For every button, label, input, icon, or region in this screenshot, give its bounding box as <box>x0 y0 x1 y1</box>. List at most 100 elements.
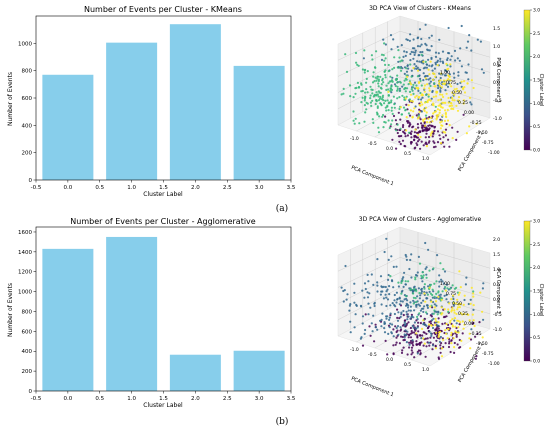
data-point <box>435 328 438 331</box>
data-point <box>415 84 418 87</box>
data-point <box>372 75 375 78</box>
data-point <box>377 99 380 102</box>
data-point <box>405 313 408 316</box>
data-point <box>413 139 416 142</box>
data-point <box>406 108 409 111</box>
z-tick-label: 1.5 <box>493 252 500 258</box>
y-tick-label: 0.25 <box>458 311 468 317</box>
data-point <box>392 286 395 289</box>
bar <box>106 236 158 391</box>
data-point <box>458 59 461 62</box>
data-point <box>421 50 424 54</box>
data-point <box>401 67 404 70</box>
data-point <box>415 343 418 346</box>
data-point <box>398 140 401 143</box>
data-point <box>440 355 444 358</box>
data-point <box>401 324 405 327</box>
data-point <box>461 332 464 335</box>
data-point <box>434 55 438 59</box>
data-point <box>414 278 417 281</box>
data-point <box>405 295 408 298</box>
data-point <box>433 295 436 298</box>
data-point <box>423 90 426 93</box>
data-point <box>433 67 436 70</box>
colorbar-tick-label: 2.5 <box>533 31 540 37</box>
data-point <box>369 101 372 104</box>
data-point <box>387 119 390 122</box>
data-point <box>343 289 346 292</box>
z-tick-label: 0.0 <box>493 80 500 86</box>
data-point <box>446 328 450 331</box>
grid-line <box>356 97 419 132</box>
data-point <box>414 297 417 300</box>
data-point <box>439 90 442 93</box>
y-tick-label: 600 <box>22 329 33 335</box>
grid-line <box>337 257 401 288</box>
data-point <box>375 111 379 114</box>
data-point <box>458 90 461 93</box>
y-tick-label: 0.75 <box>446 291 456 297</box>
colorbar <box>523 9 531 151</box>
data-point <box>391 323 394 326</box>
data-point <box>428 124 431 127</box>
data-point <box>385 315 388 318</box>
data-point <box>410 69 413 72</box>
data-point <box>412 344 415 347</box>
data-point <box>387 70 390 73</box>
data-point <box>444 82 447 85</box>
data-point <box>404 280 407 283</box>
data-point <box>422 344 425 347</box>
data-point <box>405 129 408 132</box>
bar-chart-kmeans: Number of Events per Cluster - KMeans Cl… <box>7 5 296 198</box>
data-point <box>397 49 400 52</box>
data-point <box>433 306 436 309</box>
data-point <box>386 104 389 107</box>
data-point <box>411 339 414 342</box>
caption-a: (a) <box>276 203 288 214</box>
data-point <box>386 353 389 356</box>
x-tick-label: 0.5 <box>95 185 104 191</box>
y-tick-label: -0.25 <box>470 120 482 126</box>
data-point <box>429 322 433 325</box>
data-point <box>385 290 388 293</box>
y-tick-label: 0.25 <box>458 100 468 106</box>
data-point <box>416 336 419 339</box>
data-point <box>416 86 420 90</box>
data-point <box>449 63 452 66</box>
data-point <box>412 125 415 128</box>
data-point <box>411 342 414 345</box>
data-point <box>409 109 412 112</box>
data-point <box>422 120 425 123</box>
z-tick-label: -1.0 <box>493 327 502 333</box>
data-point <box>412 86 415 89</box>
data-point <box>358 122 361 125</box>
data-point <box>390 109 393 112</box>
data-point <box>428 330 431 333</box>
data-point <box>396 308 399 311</box>
data-point <box>410 349 413 352</box>
data-point <box>450 309 454 312</box>
data-point <box>466 82 469 85</box>
data-point <box>401 125 405 129</box>
data-point <box>410 316 413 319</box>
data-point <box>463 312 466 316</box>
data-point <box>391 112 394 115</box>
data-point <box>398 56 401 59</box>
data-point <box>396 81 399 84</box>
data-point <box>445 79 448 82</box>
data-point <box>433 85 436 88</box>
data-point <box>432 312 435 315</box>
bar <box>42 74 94 180</box>
data-point <box>415 300 418 304</box>
y-tick-label: 0.00 <box>464 110 474 116</box>
data-point <box>399 300 402 303</box>
data-point <box>380 303 383 306</box>
data-point <box>414 96 417 99</box>
data-point <box>366 91 369 94</box>
data-point <box>446 58 449 62</box>
data-point <box>441 50 445 53</box>
data-point <box>392 38 395 41</box>
data-point <box>459 312 462 315</box>
data-point <box>480 68 484 71</box>
data-point <box>459 286 462 289</box>
